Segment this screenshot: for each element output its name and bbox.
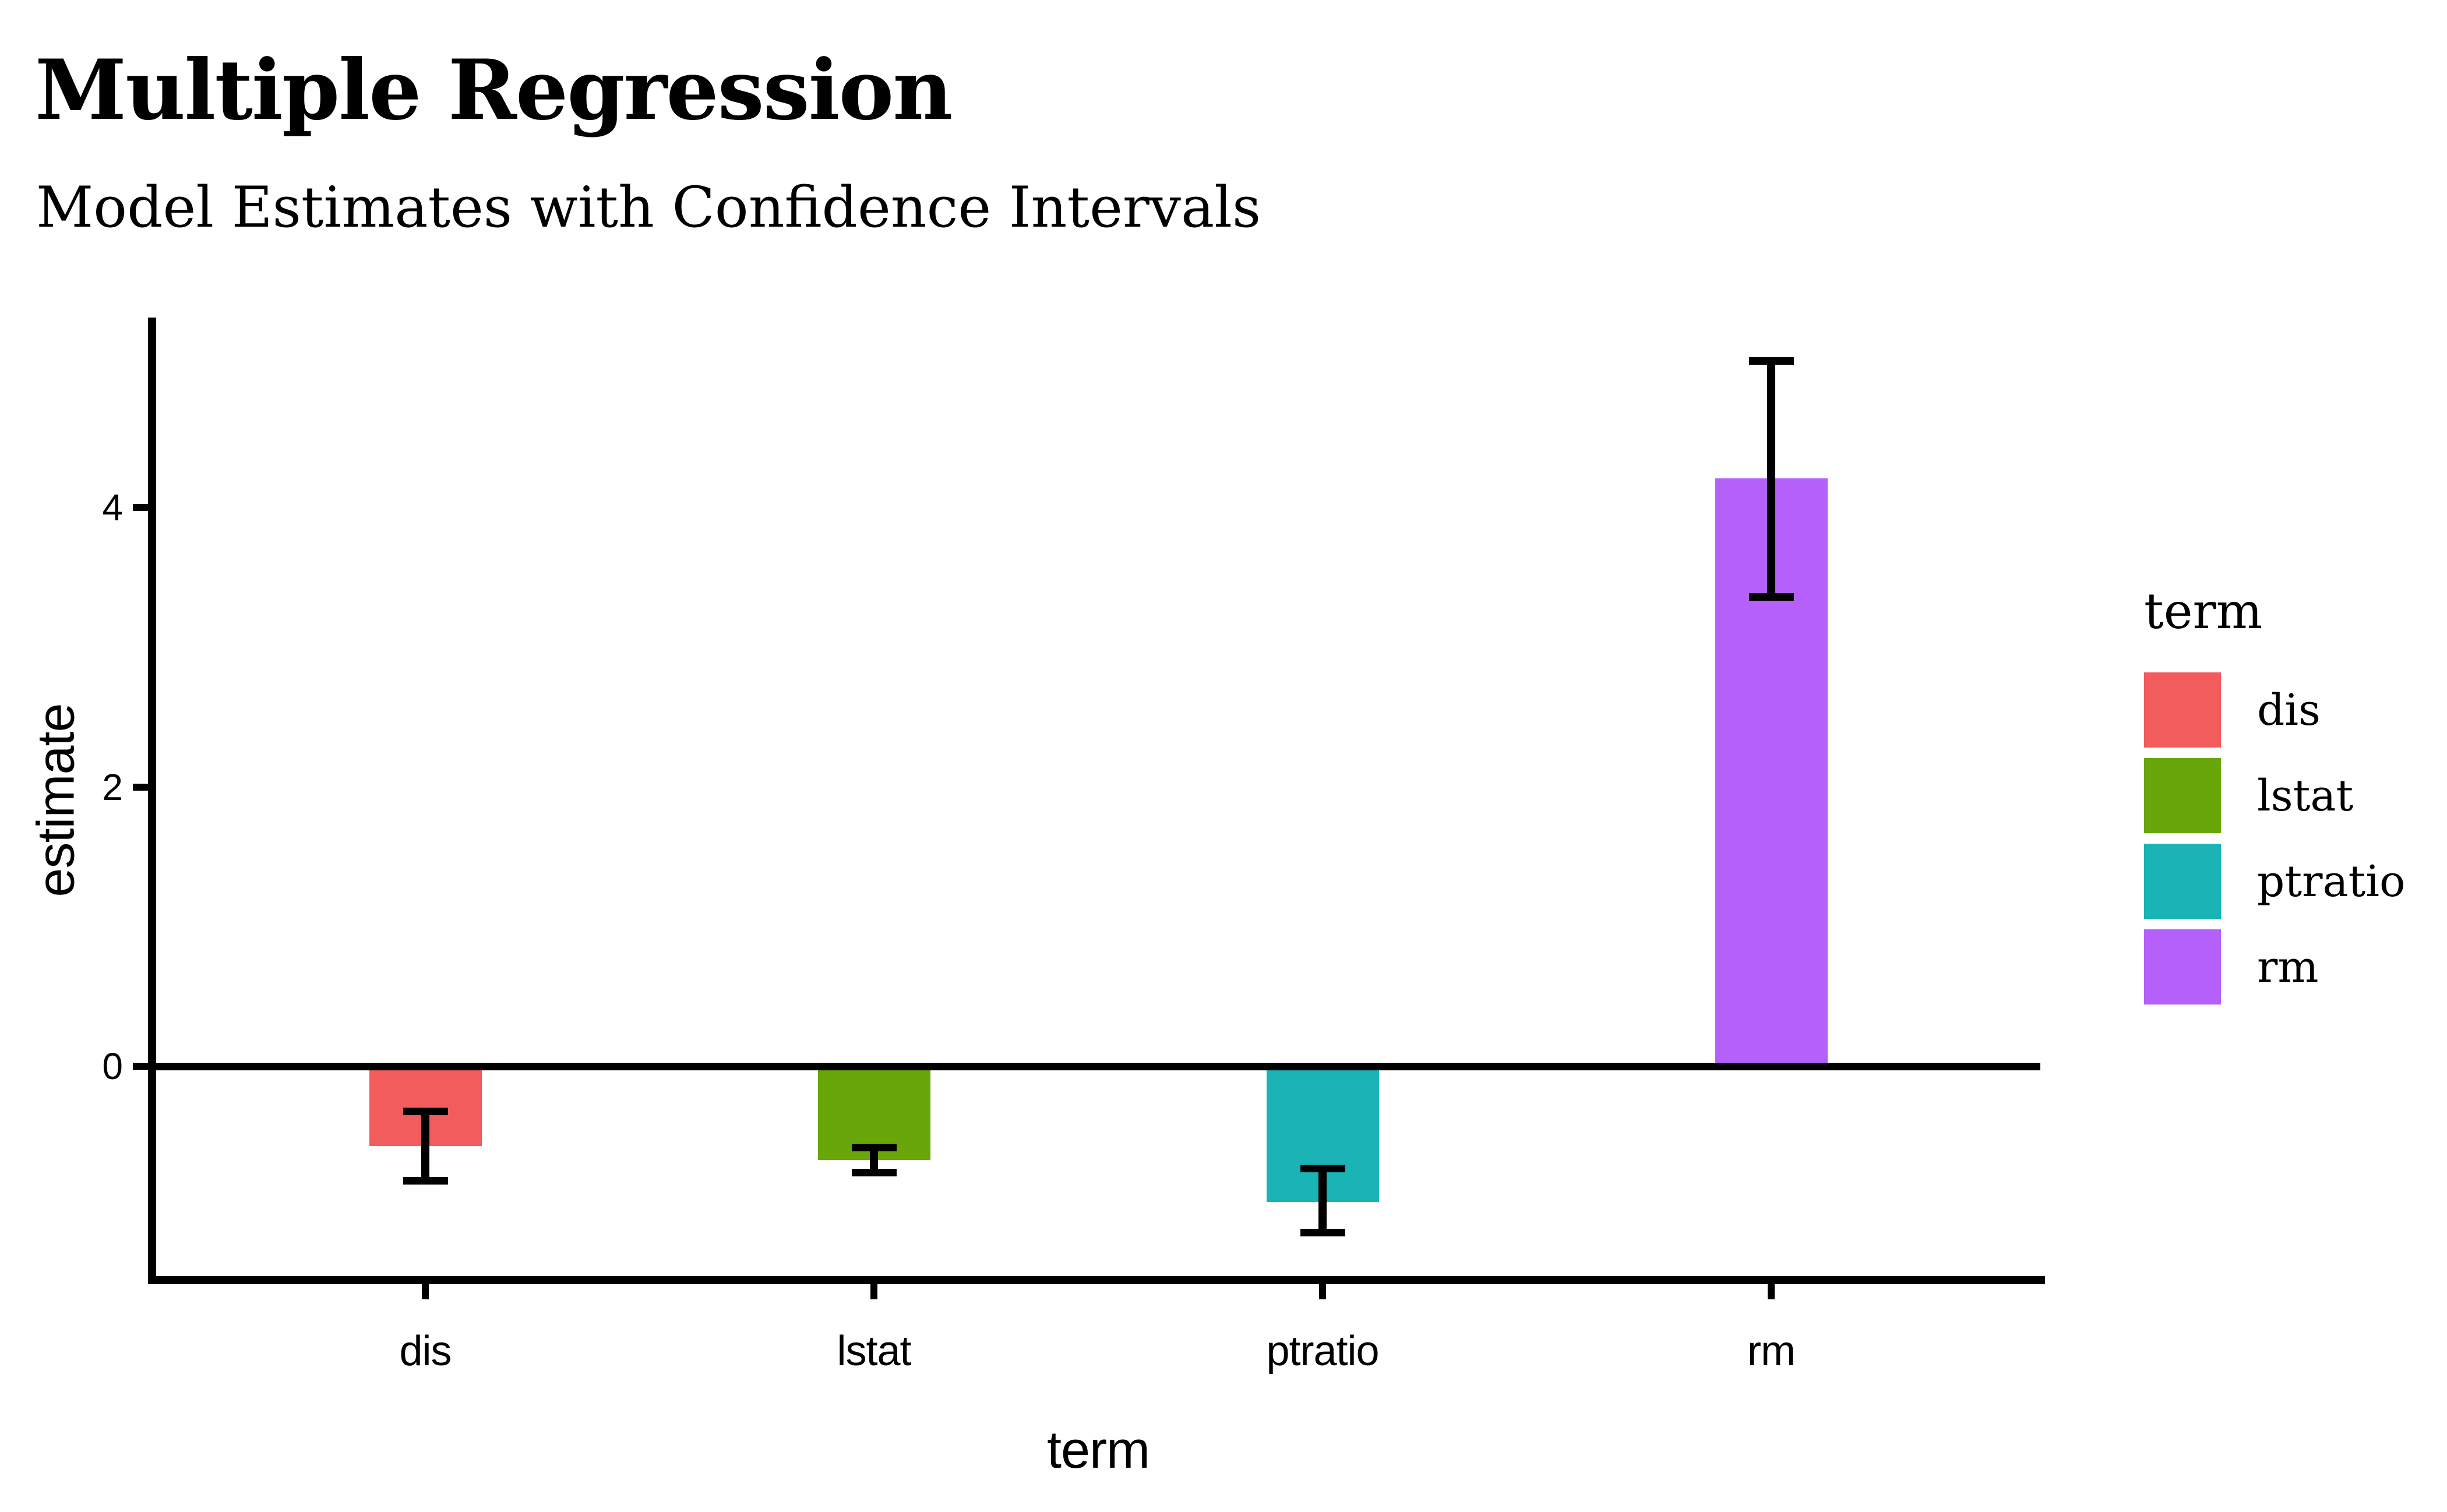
error-bar-cap-top-dis [403, 1108, 448, 1115]
error-bar-stem-rm [1767, 361, 1775, 597]
x-tick-ptratio [1319, 1284, 1326, 1299]
x-tick-rm [1768, 1284, 1775, 1299]
legend-label-ptratio: ptratio [2257, 856, 2406, 907]
legend-title: term [2144, 583, 2263, 640]
legend-item-dis: dis [2144, 672, 2406, 748]
x-category-label-rm: rm [1747, 1328, 1796, 1374]
legend-label-lstat: lstat [2257, 770, 2354, 821]
legend-swatch-dis [2144, 672, 2221, 748]
legend-label-rm: rm [2257, 942, 2319, 992]
legend-swatch-ptratio [2144, 844, 2221, 919]
zero-reference-line [156, 1063, 2040, 1070]
x-category-label-ptratio: ptratio [1266, 1328, 1379, 1374]
x-axis-title: term [1047, 1421, 1150, 1479]
error-bar-stem-lstat [870, 1147, 878, 1172]
error-bar-cap-bottom-rm [1749, 593, 1794, 601]
x-category-label-lstat: lstat [837, 1328, 911, 1374]
x-tick-lstat [870, 1284, 877, 1299]
legend-swatch-rm [2144, 929, 2221, 1005]
legend-item-ptratio: ptratio [2144, 844, 2406, 919]
chart-title: Multiple Regression [35, 42, 953, 139]
legend-swatch-lstat [2144, 758, 2221, 833]
error-bar-cap-bottom-dis [403, 1177, 448, 1185]
error-bar-cap-top-ptratio [1300, 1165, 1345, 1172]
y-axis-line [148, 318, 156, 1284]
y-tick-label-0: 0 [102, 1045, 123, 1087]
error-bar-stem-ptratio [1318, 1168, 1327, 1232]
x-category-label-dis: dis [399, 1328, 452, 1374]
legend-label-dis: dis [2257, 685, 2321, 735]
x-tick-dis [422, 1284, 429, 1299]
error-bar-cap-bottom-ptratio [1300, 1229, 1345, 1236]
x-axis-line [148, 1276, 2045, 1284]
legend-item-rm: rm [2144, 929, 2406, 1005]
y-tick-label-4: 4 [102, 487, 123, 528]
chart-subtitle: Model Estimates with Confidence Interval… [36, 175, 1261, 240]
y-tick-0 [133, 1063, 148, 1070]
error-bar-cap-top-lstat [852, 1144, 897, 1151]
error-bar-stem-dis [421, 1111, 429, 1181]
legend-item-lstat: lstat [2144, 758, 2406, 833]
y-tick-label-2: 2 [102, 766, 123, 808]
error-bar-cap-top-rm [1749, 357, 1794, 365]
y-tick-4 [133, 504, 148, 511]
y-tick-2 [133, 784, 148, 791]
legend: term dis lstat ptratio rm [2144, 583, 2406, 1015]
error-bar-cap-bottom-lstat [852, 1169, 897, 1176]
